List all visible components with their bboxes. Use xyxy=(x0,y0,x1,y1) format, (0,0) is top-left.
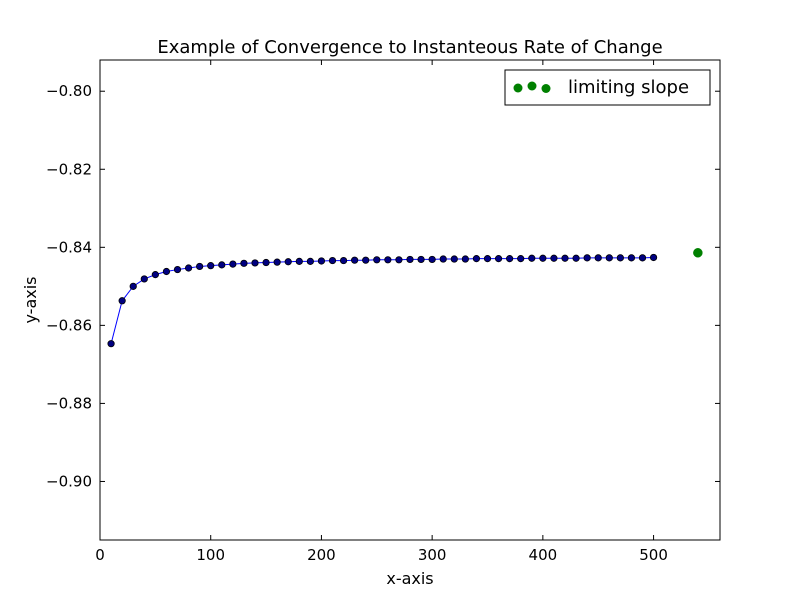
data-point xyxy=(461,255,469,263)
y-tick-label: −0.90 xyxy=(46,472,92,490)
data-point xyxy=(251,259,259,267)
data-point xyxy=(539,254,547,262)
y-tick-label: −0.82 xyxy=(46,160,92,178)
data-point xyxy=(162,267,171,276)
x-tick-label: 0 xyxy=(95,546,105,564)
plot-area xyxy=(107,248,703,348)
data-point xyxy=(240,259,248,267)
x-tick-label: 400 xyxy=(529,546,558,564)
data-point xyxy=(616,254,624,262)
data-point xyxy=(351,256,359,264)
data-point xyxy=(262,258,270,267)
data-point xyxy=(550,254,558,262)
axes-frame xyxy=(99,59,721,541)
legend-box xyxy=(504,69,711,106)
chart-title: Example of Convergence to Instanteous Ra… xyxy=(157,37,662,58)
x-tick-label: 500 xyxy=(639,546,668,564)
data-point xyxy=(572,254,580,262)
legend-marker xyxy=(541,84,551,93)
data-point xyxy=(384,256,392,264)
y-tick-label: −0.88 xyxy=(46,394,92,412)
data-point xyxy=(583,254,591,262)
x-tick-label: 100 xyxy=(196,546,225,564)
data-point xyxy=(129,282,137,290)
data-point xyxy=(528,254,536,262)
y-tick-label: −0.84 xyxy=(46,238,92,256)
data-point xyxy=(450,255,458,263)
data-point xyxy=(627,254,636,262)
data-point xyxy=(494,255,503,263)
data-point xyxy=(517,255,525,263)
y-axis-label: y-axis xyxy=(21,276,40,323)
data-point xyxy=(417,255,425,264)
data-point xyxy=(339,256,348,265)
data-point xyxy=(483,255,492,263)
data-point xyxy=(317,257,326,265)
data-point xyxy=(140,275,148,283)
data-point xyxy=(373,256,381,264)
data-point xyxy=(229,260,237,268)
data-point xyxy=(284,258,292,266)
x-tick-label: 200 xyxy=(307,546,336,564)
data-point xyxy=(118,297,126,305)
legend-marker xyxy=(513,83,523,93)
legend-label: limiting slope xyxy=(568,77,689,98)
data-point xyxy=(406,255,414,264)
data-point xyxy=(196,262,204,271)
data-point xyxy=(295,257,303,265)
x-tick-label: 300 xyxy=(418,546,447,564)
data-point xyxy=(306,257,314,265)
data-point xyxy=(594,254,602,262)
x-axis-label: x-axis xyxy=(386,569,433,588)
data-point xyxy=(506,255,514,263)
data-point xyxy=(207,262,215,270)
data-point xyxy=(362,256,370,264)
legend: limiting slope xyxy=(504,69,711,106)
data-point xyxy=(273,258,281,266)
data-point xyxy=(605,254,613,262)
data-point xyxy=(173,265,182,274)
data-point xyxy=(649,253,658,262)
y-tick-label: −0.86 xyxy=(46,316,92,334)
data-point xyxy=(472,255,481,263)
limiting-slope-point xyxy=(693,248,703,258)
data-point xyxy=(428,255,436,264)
data-point xyxy=(638,254,647,262)
y-tick-label: −0.80 xyxy=(46,82,92,100)
data-point xyxy=(328,256,337,265)
data-point xyxy=(184,264,193,272)
data-point xyxy=(151,271,159,279)
legend-marker xyxy=(527,81,537,91)
data-point xyxy=(218,261,226,269)
data-point xyxy=(439,255,447,263)
axes: 0 100 200 300 400 500 −0.80 −0.82 −0.84 −0.86 −0.8… xyxy=(46,59,721,564)
data-point xyxy=(561,254,569,262)
data-point xyxy=(395,256,403,264)
data-point xyxy=(107,340,115,348)
